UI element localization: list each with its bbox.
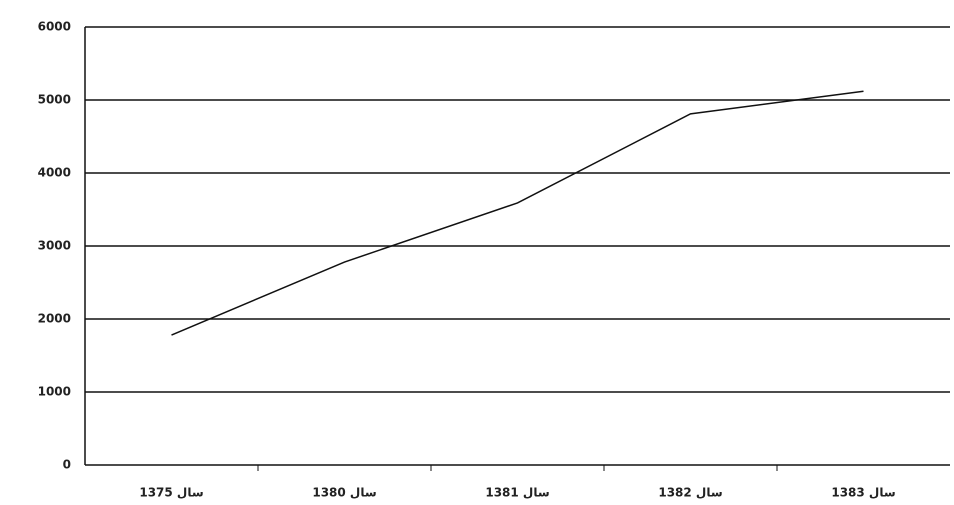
- x-tick-label: سال 1383: [831, 486, 895, 500]
- y-tick-label: 6000: [38, 20, 71, 34]
- y-tick-label: 5000: [38, 93, 71, 107]
- x-tick-label: سال 1380: [312, 486, 376, 500]
- x-tick-label: سال 1375: [139, 486, 203, 500]
- y-tick-label: 3000: [38, 239, 71, 253]
- y-tick-label: 4000: [38, 166, 71, 180]
- x-tick-label: سال 1382: [658, 486, 722, 500]
- line: [171, 90, 864, 336]
- y-tick-label: 2000: [38, 312, 71, 326]
- x-tick-label: سال 1381: [485, 486, 549, 500]
- y-tick-label: 0: [63, 458, 71, 472]
- y-tick-label: 1000: [38, 385, 71, 399]
